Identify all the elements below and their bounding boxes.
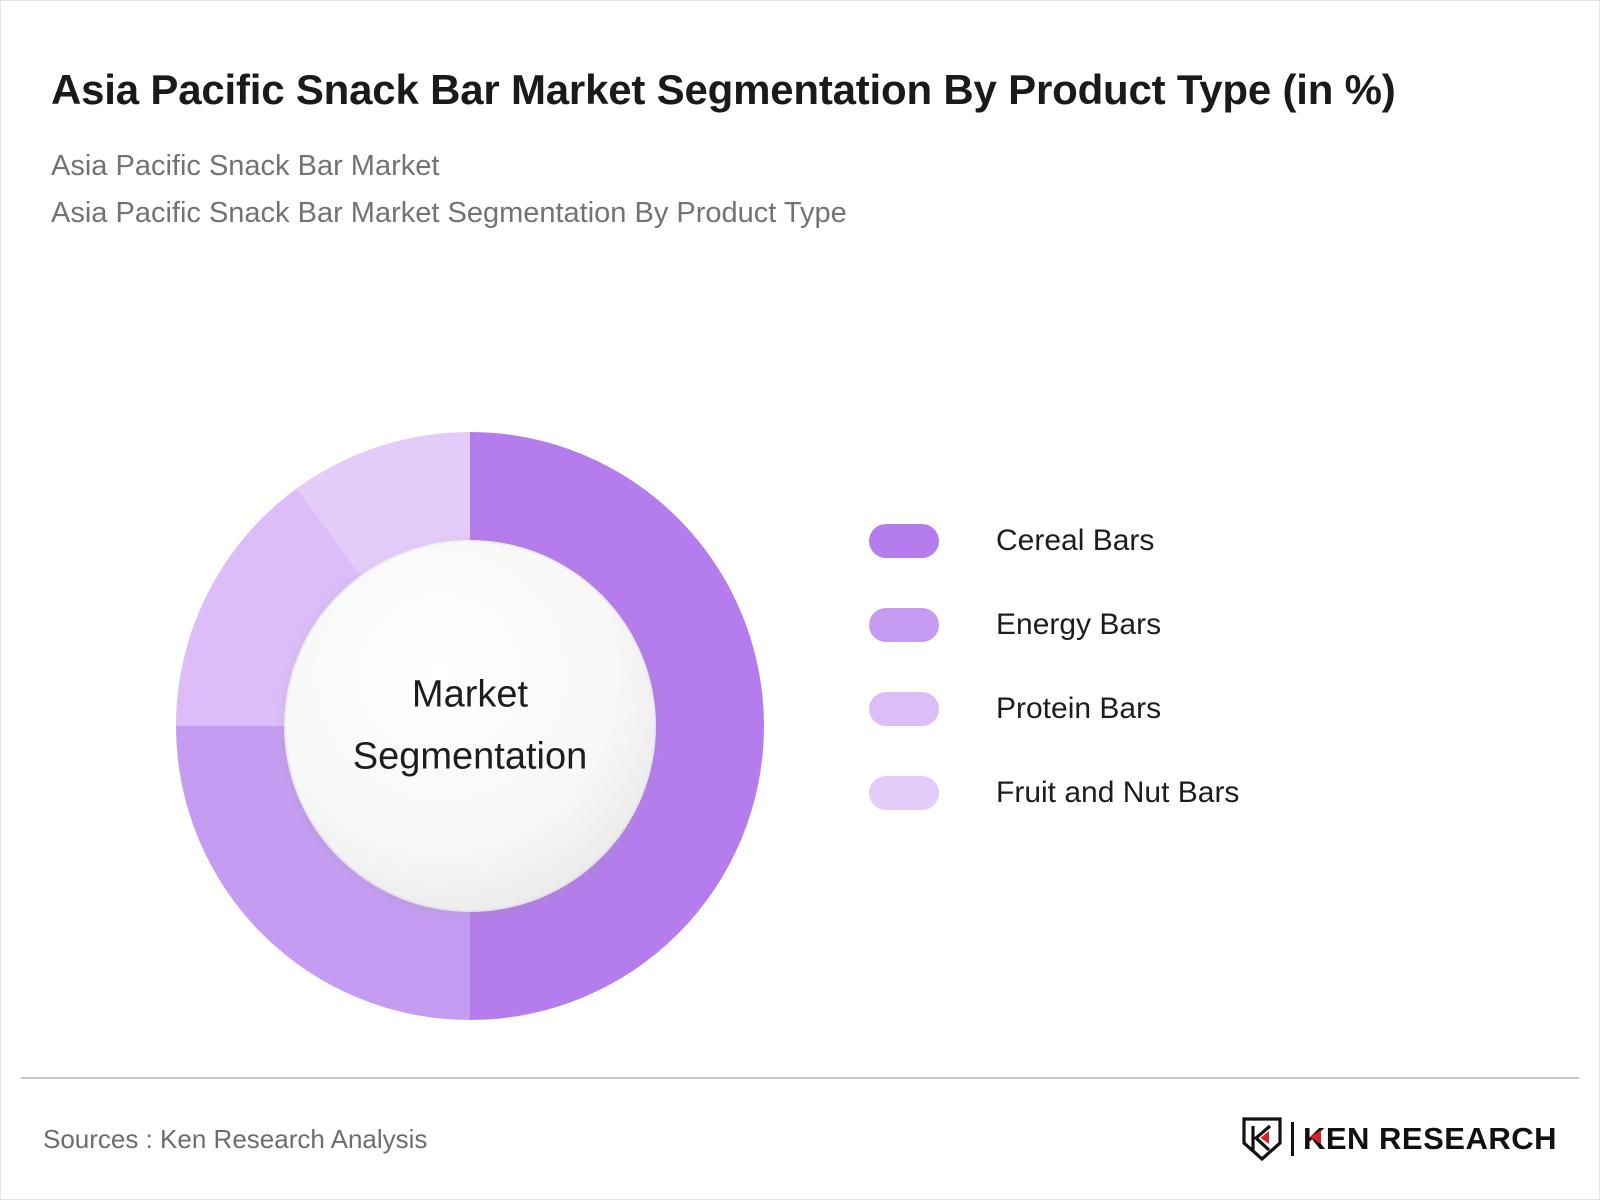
subtitle-block: Asia Pacific Snack Bar Market Asia Pacif… [51, 143, 1551, 237]
donut-svg [176, 432, 764, 1020]
donut-hole [286, 542, 654, 910]
legend-swatch-icon [869, 692, 939, 726]
legend-label: Energy Bars [996, 608, 1162, 641]
legend-swatch-icon [869, 776, 939, 810]
legend-item[interactable]: Cereal Bars [869, 499, 1429, 583]
shield-logo-icon [1242, 1117, 1282, 1161]
legend-item[interactable]: Fruit and Nut Bars [869, 751, 1429, 835]
legend-item[interactable]: Protein Bars [869, 667, 1429, 751]
chart-header: Asia Pacific Snack Bar Market Segmentati… [51, 63, 1551, 237]
legend-label: Fruit and Nut Bars [996, 776, 1240, 809]
subtitle-line-2: Asia Pacific Snack Bar Market Segmentati… [51, 196, 847, 229]
legend-item[interactable]: Energy Bars [869, 583, 1429, 667]
ken-research-logo: K EN RESEARCH [1242, 1117, 1557, 1161]
chart-legend: Cereal Bars Energy Bars Protein Bars Fruit … [869, 499, 1429, 835]
subtitle-line-1: Asia Pacific Snack Bar Market [51, 149, 440, 182]
legend-swatch-icon [869, 608, 939, 642]
legend-label: Cereal Bars [996, 524, 1155, 557]
source-note: Sources : Ken Research Analysis [43, 1123, 428, 1154]
donut-chart: Market Segmentation [176, 432, 764, 1020]
chart-footer: Sources : Ken Research Analysis K EN RES… [1, 1079, 1599, 1199]
logo-divider [1290, 1122, 1294, 1156]
logo-wordmark: K EN RESEARCH [1303, 1121, 1557, 1157]
logo-red-triangle-icon [1309, 1130, 1321, 1144]
footer-divider [21, 1077, 1579, 1079]
chart-body: Market Segmentation Cereal Bars Energy Ba… [1, 381, 1599, 1061]
logo-k-letter: K [1303, 1121, 1326, 1157]
legend-swatch-icon [869, 524, 939, 558]
legend-label: Protein Bars [996, 692, 1162, 725]
page-title: Asia Pacific Snack Bar Market Segmentati… [51, 66, 1396, 113]
logo-rest-text: EN RESEARCH [1325, 1121, 1557, 1156]
